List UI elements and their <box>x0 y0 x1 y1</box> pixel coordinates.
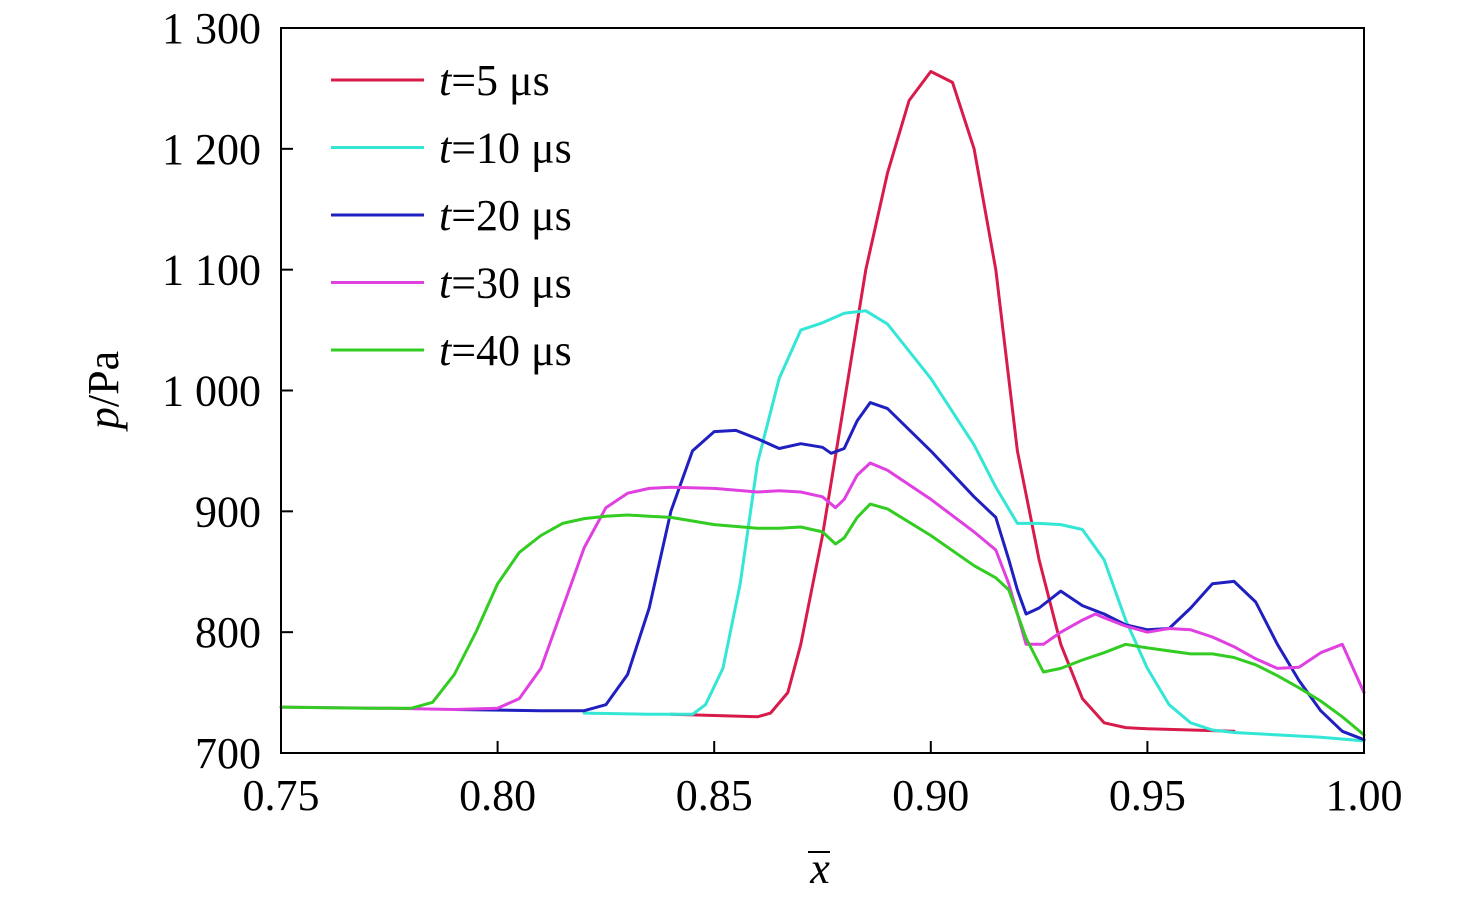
legend-label-italic: t <box>439 56 453 105</box>
y-tick-label: 1 300 <box>162 4 261 53</box>
y-tick-label: 800 <box>195 608 261 657</box>
series-line-5 <box>279 502 1366 737</box>
series-layer <box>279 70 1366 743</box>
y-tick-label: 700 <box>195 729 261 778</box>
legend-label-italic: t <box>439 191 453 240</box>
x-tick-label: 0.95 <box>1109 771 1186 820</box>
ticks-layer: 0.75 0.80 0.85 0.90 0.95 1.00 700 800 900 1 000 1 … <box>162 4 1403 820</box>
y-axis-title: p/Pa <box>79 351 128 432</box>
legend-label-italic: t <box>439 124 453 173</box>
legend-label-rest: =10 μs <box>451 124 572 173</box>
x-tick-label: 0.85 <box>676 771 753 820</box>
y-tick-label: 900 <box>195 487 261 536</box>
y-tick-label: 1 100 <box>162 246 261 295</box>
x-axis-title: x <box>808 844 830 893</box>
legend-label-rest: =20 μs <box>451 191 572 240</box>
series-line-1 <box>669 70 1236 733</box>
legend-label-rest: =40 μs <box>451 326 572 375</box>
legend-label-italic: t <box>439 259 453 308</box>
y-tick-label: 1 000 <box>162 367 261 416</box>
legend-label-rest: =5 μs <box>451 56 550 105</box>
y-tick-label: 1 200 <box>162 125 261 174</box>
legend-label-rest: =30 μs <box>451 259 572 308</box>
x-tick-label: 0.75 <box>243 771 320 820</box>
x-axis-title-text: x <box>809 844 830 893</box>
x-tick-label: 1.00 <box>1326 771 1403 820</box>
legend-label: t=5 μs <box>439 56 550 105</box>
series-line-3 <box>452 401 1366 742</box>
legend-label: t=20 μs <box>439 191 572 240</box>
legend-label-italic: t <box>439 326 453 375</box>
series-line-4 <box>279 461 1366 711</box>
y-axis-title-italic: p <box>79 407 128 432</box>
legend: t=5 μst=10 μst=20 μst=30 μst=40 μs <box>331 56 572 375</box>
x-tick-label: 0.80 <box>459 771 536 820</box>
legend-label: t=30 μs <box>439 259 572 308</box>
series-line-2 <box>582 309 1366 743</box>
x-tick-label: 0.90 <box>892 771 969 820</box>
legend-label: t=10 μs <box>439 124 572 173</box>
y-axis-title-rest: /Pa <box>79 351 128 407</box>
legend-label: t=40 μs <box>439 326 572 375</box>
